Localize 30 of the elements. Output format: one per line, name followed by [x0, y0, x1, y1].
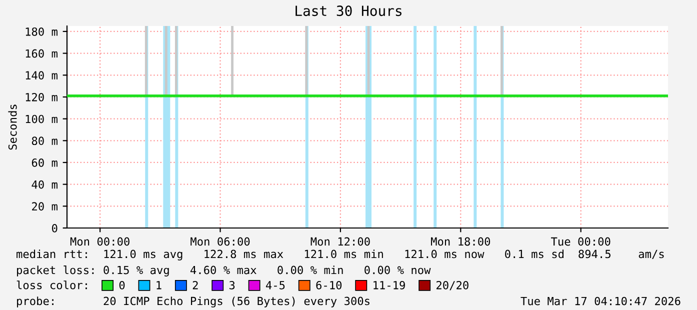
legend-label: 2 [192, 280, 198, 290]
y-tick-label: 20 m [32, 202, 58, 211]
text: Tue Mar 17 04:10:47 2026 [520, 296, 680, 306]
y-axis-title: Seconds [8, 104, 17, 150]
x-tick-label: Mon 12:00 [310, 237, 370, 246]
y-tick-label: 140 m [26, 71, 58, 80]
x-tick-label: Mon 00:00 [70, 237, 130, 246]
y-tick-label: 180 m [26, 27, 58, 36]
legend-label: 20/20 [436, 280, 468, 290]
text: probe: 20 ICMP Echo Pings (56 Bytes) every 300s [17, 296, 370, 308]
y-tick-label: 100 m [26, 114, 58, 124]
chart-title: Last 30 Hours [296, 6, 402, 16]
legend-label: 6-10 [316, 280, 342, 290]
y-tick-label: 120 m [26, 92, 58, 102]
y-tick-label: 0 [52, 224, 58, 232]
legend-label: 1 [156, 281, 162, 290]
legend-label: 3 [229, 280, 235, 290]
x-tick-label: Mon 18:00 [431, 237, 490, 246]
y-tick-label: 80 m [32, 136, 58, 146]
legend-label: 4-5 [266, 281, 285, 290]
x-tick-label: Mon 06:00 [190, 237, 250, 246]
text: packet loss: 0.15 % avg 4.60 % max 0.00 % min 0.00 % now [17, 266, 431, 276]
y-tick-label: 40 m [32, 180, 58, 189]
x-tick-label: Tue 00:00 [551, 237, 610, 246]
y-tick-label: 60 m [32, 158, 58, 167]
legend-title: loss color: [16, 280, 87, 290]
y-tick-label: 160 m [26, 49, 58, 58]
text: median rtt: 121.0 ms avg 122.8 ms max 121.0 ms min 121.0 ms now 0.1 ms sd 894.5 am/s [16, 250, 664, 260]
legend-label: 11-19 [374, 280, 405, 290]
legend-label: 0 [119, 280, 125, 290]
